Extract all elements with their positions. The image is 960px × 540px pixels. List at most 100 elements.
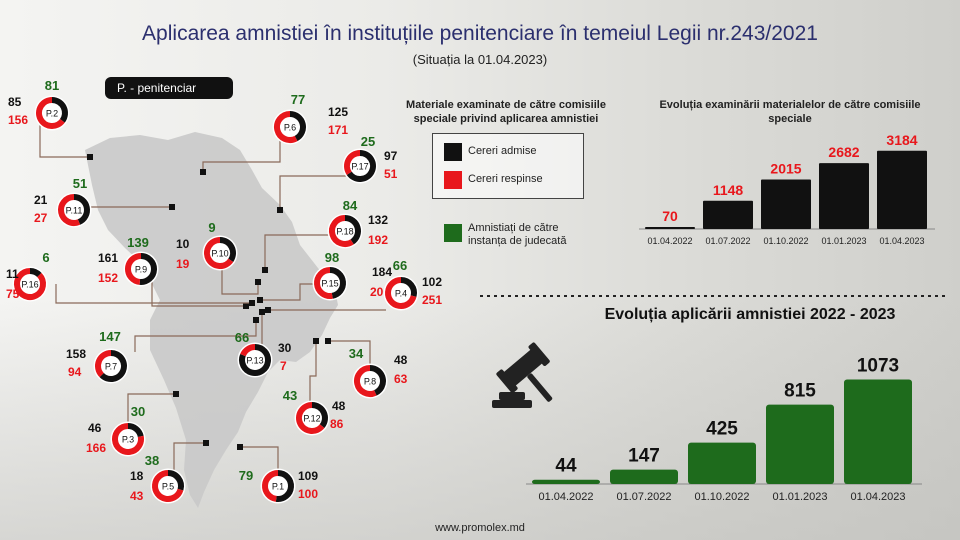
bar	[610, 469, 678, 484]
institution-marker	[257, 297, 263, 303]
donut-slice-rejected	[274, 111, 298, 143]
amnesty-value: 51	[73, 176, 87, 191]
amnesty-value: 77	[291, 92, 305, 107]
data-label: 1073	[857, 355, 899, 376]
amnesty-value: 66	[393, 258, 407, 273]
data-label: 147	[628, 446, 660, 467]
donut-slice-rejected	[329, 215, 354, 247]
admitted-value: 48	[332, 399, 346, 413]
donut-label: P.5	[162, 482, 174, 492]
admitted-value: 125	[328, 105, 348, 119]
tick-label: 01.07.2022	[616, 491, 671, 503]
institution-donut-p3: P.3 46 166 30	[86, 404, 146, 457]
donut-slice-admitted	[73, 194, 90, 225]
donut-label: P.18	[336, 227, 353, 237]
rejected-value: 100	[298, 487, 318, 501]
admitted-value: 46	[88, 421, 102, 435]
rejected-value: 51	[384, 167, 398, 181]
moldova-map	[85, 132, 338, 508]
donut-slice-rejected	[314, 267, 333, 299]
tick-label: 01.04.2022	[538, 491, 593, 503]
donut-group: P.28515681P.612517177P.17975125P.1121275…	[6, 78, 442, 504]
institution-donut-p1: P.1 109 100 79	[239, 468, 318, 504]
admitted-value: 158	[66, 347, 86, 361]
rejected-value: 166	[86, 441, 106, 455]
connector-line	[127, 393, 176, 424]
data-label: 2682	[828, 144, 859, 160]
data-label: 2015	[770, 160, 801, 176]
institution-marker	[265, 307, 271, 313]
donut-slice-rejected	[36, 97, 65, 129]
donut-slice-admitted	[239, 344, 271, 376]
institution-marker	[243, 303, 249, 309]
donut-label: P.16	[21, 280, 38, 290]
donut-slice-admitted	[219, 237, 236, 262]
rejected-value: 192	[368, 233, 388, 247]
rejected-value: 75	[6, 287, 20, 301]
admitted-value: 30	[278, 341, 292, 355]
connector-line	[279, 175, 346, 210]
legend-label-admitted: Cereri admise	[468, 145, 537, 157]
legend-label-rejected: Cereri respinse	[468, 173, 543, 185]
institution-donut-p6: P.6 125 171 77	[272, 92, 348, 145]
data-label: 1148	[713, 182, 744, 198]
institution-marker	[259, 309, 265, 315]
connector-line	[221, 268, 259, 295]
bar	[688, 442, 756, 484]
admitted-value: 10	[176, 237, 190, 251]
bar	[532, 479, 600, 484]
tick-label: 01.04.2023	[850, 491, 905, 503]
tick-label: 01.04.2022	[647, 236, 692, 246]
amnesty-value: 98	[325, 250, 339, 265]
institution-marker	[277, 207, 283, 213]
data-label: 44	[555, 456, 577, 477]
legend-title: Materiale examinate de către comisiile s…	[406, 99, 606, 125]
donut-slice-rejected	[204, 237, 234, 269]
institution-marker	[173, 391, 179, 397]
connector-lines	[39, 125, 386, 470]
bar	[877, 150, 927, 229]
rejected-value: 86	[330, 417, 344, 431]
institution-donut-p4: P.4 102 251 66	[383, 258, 442, 311]
amnesty-value: 34	[349, 346, 364, 361]
donut-slice-admitted	[139, 253, 157, 285]
donut-label: P.6	[284, 123, 296, 133]
donut-slice-rejected	[385, 277, 417, 309]
admitted-value: 18	[130, 469, 144, 483]
admitted-value: 161	[98, 251, 118, 265]
connector-line	[134, 320, 257, 352]
institution-donut-p9: P.9 161 152 139	[98, 235, 159, 287]
legend-swatch-rejected	[444, 171, 462, 189]
institution-donut-p17: P.17 97 51 25	[342, 134, 398, 184]
donut-label: P.2	[46, 109, 58, 119]
donut-slice-rejected	[240, 344, 256, 357]
amnesty-value: 147	[99, 329, 121, 344]
donut-slice-admitted	[344, 215, 361, 245]
connector-line	[202, 138, 281, 172]
tick-label: 01.04.2023	[879, 236, 924, 246]
rejected-value: 27	[34, 211, 48, 225]
donut-slice-rejected	[95, 350, 112, 378]
amnesty-value: 38	[145, 453, 159, 468]
bar	[703, 200, 753, 229]
amnesty-value: 66	[235, 330, 249, 345]
institution-marker	[325, 338, 331, 344]
amnesty-value: 139	[127, 235, 149, 250]
donut-slice-rejected	[344, 150, 361, 175]
connector-line	[173, 442, 206, 470]
admitted-value: 132	[368, 213, 388, 227]
footer-url: www.promolex.md	[435, 522, 525, 534]
donut-slice-rejected	[112, 423, 144, 455]
admitted-value: 184	[372, 265, 392, 279]
amnesty-value: 30	[131, 404, 145, 419]
data-label: 3184	[886, 132, 917, 148]
rejected-value: 152	[98, 271, 118, 285]
institution-marker	[313, 338, 319, 344]
bar	[645, 227, 695, 229]
gavel-icon	[492, 342, 553, 408]
connector-line	[260, 283, 315, 301]
connector-line	[240, 446, 279, 470]
donut-slice-admitted	[369, 365, 386, 396]
donut-slice-rejected	[152, 470, 184, 502]
